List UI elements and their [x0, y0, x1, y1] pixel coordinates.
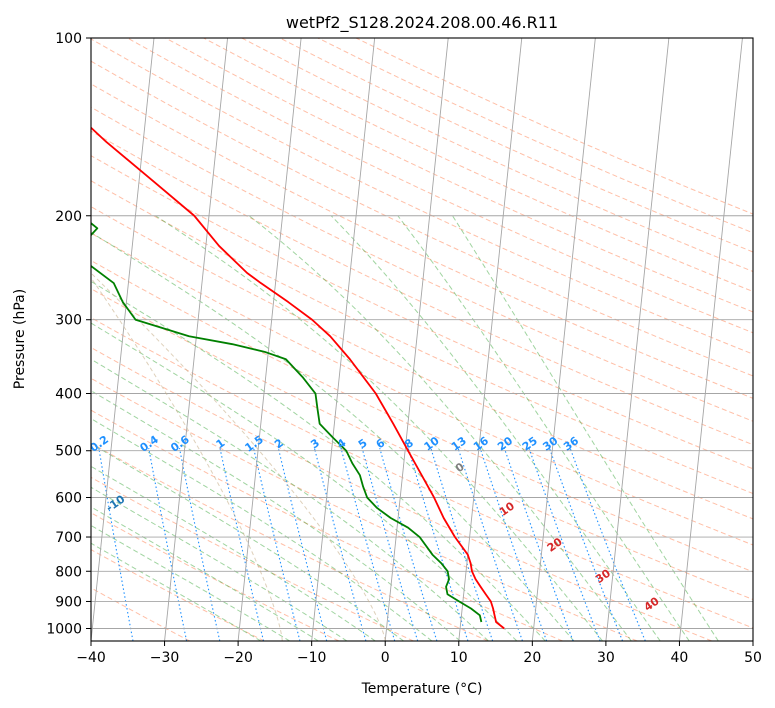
isotherm-line	[752, 636, 753, 641]
background-arc	[91, 276, 283, 641]
x-tick-label: −10	[297, 650, 327, 666]
dry-adiabat	[91, 587, 190, 641]
y-tick-label: 600	[55, 490, 82, 506]
isotherm-line	[237, 38, 302, 641]
y-tick-label: 1000	[46, 621, 82, 637]
dry-adiabat	[91, 346, 712, 641]
x-tick-label: 40	[671, 650, 689, 666]
mixing-ratio-line	[528, 447, 601, 641]
mixing-ratio-line	[277, 448, 328, 641]
moist-adiabat	[397, 215, 690, 641]
moist-adiabat	[91, 390, 461, 641]
dry-adiabat	[91, 288, 753, 601]
y-tick-label: 200	[55, 209, 82, 225]
x-tick-label: 50	[744, 650, 762, 666]
dry-adiabat	[91, 206, 753, 520]
dry-adiabat	[127, 38, 753, 334]
mixing-ratio-line	[178, 448, 221, 641]
dry-adiabat	[91, 60, 753, 377]
isotherm-line	[605, 38, 670, 641]
moist-adiabat	[91, 542, 262, 641]
isotherm-line	[311, 38, 376, 641]
y-tick-label: 900	[55, 594, 82, 610]
x-tick-label: −20	[223, 650, 253, 666]
mixing-ratio-line	[253, 448, 301, 641]
moist-adiabat	[91, 486, 348, 641]
y-axis-label: Pressure (hPa)	[12, 289, 28, 389]
isotherm-line	[678, 38, 743, 641]
dry-adiabat	[91, 38, 753, 355]
x-tick-label: 20	[523, 650, 541, 666]
isotherm-line	[384, 38, 449, 641]
dry-adiabat	[91, 317, 753, 629]
x-tick-label: −30	[150, 650, 180, 666]
y-tick-label: 100	[55, 31, 82, 47]
moist-adiabat	[91, 280, 546, 641]
dry-adiabat	[91, 442, 489, 641]
moist-adiabat	[91, 358, 489, 641]
temperature-profile-line	[91, 126, 505, 630]
mixing-ratio-line	[503, 447, 574, 641]
moist-adiabat	[91, 443, 404, 641]
moist-adiabat	[452, 215, 719, 641]
y-tick-label: 800	[55, 564, 82, 580]
isotherm-line	[164, 38, 229, 641]
moist-adiabat	[91, 465, 376, 641]
x-axis-label: Temperature (°C)	[361, 681, 483, 697]
dry-adiabat	[91, 476, 414, 641]
moist-adiabat	[330, 215, 661, 641]
mixing-ratio-line	[98, 448, 134, 641]
x-tick-label: 0	[381, 650, 390, 666]
dry-adiabat	[91, 409, 563, 641]
mixing-ratio-line	[219, 448, 265, 641]
y-tick-label: 700	[55, 530, 82, 546]
isotherm-line	[0, 38, 7, 641]
y-tick-label: 400	[55, 387, 82, 403]
isotherm-line	[531, 38, 596, 641]
chart-title: wetPf2_S128.2024.208.00.46.R11	[286, 13, 558, 33]
moist-adiabat	[91, 524, 291, 641]
y-tick-label: 300	[55, 313, 82, 329]
x-tick-label: 30	[597, 650, 615, 666]
isotherm-line	[458, 38, 523, 641]
mixing-ratio-line	[407, 448, 469, 641]
plot-frame	[90, 37, 754, 642]
moist-adiabat	[91, 231, 575, 641]
x-tick-label: 10	[450, 650, 468, 666]
dry-adiabat	[165, 38, 753, 313]
x-tick-label: −40	[76, 650, 106, 666]
mixing-ratio-line	[548, 447, 624, 641]
moist-adiabat	[248, 215, 632, 641]
background-arc	[91, 272, 386, 641]
mixing-ratio-line	[379, 448, 438, 641]
moist-adiabat	[91, 418, 433, 641]
dry-adiabat	[91, 180, 753, 495]
dry-adiabat	[91, 377, 638, 641]
moist-adiabat	[155, 215, 603, 641]
dry-adiabat	[91, 232, 753, 546]
isotherm-line	[91, 38, 155, 641]
dry-adiabat	[91, 549, 265, 641]
mixing-ratio-line	[148, 448, 188, 641]
plot-background	[91, 38, 753, 641]
dry-adiabat	[91, 83, 753, 399]
y-tick-label: 500	[55, 444, 82, 460]
dewpoint-profile-line	[91, 222, 483, 623]
dry-adiabat	[203, 38, 753, 293]
